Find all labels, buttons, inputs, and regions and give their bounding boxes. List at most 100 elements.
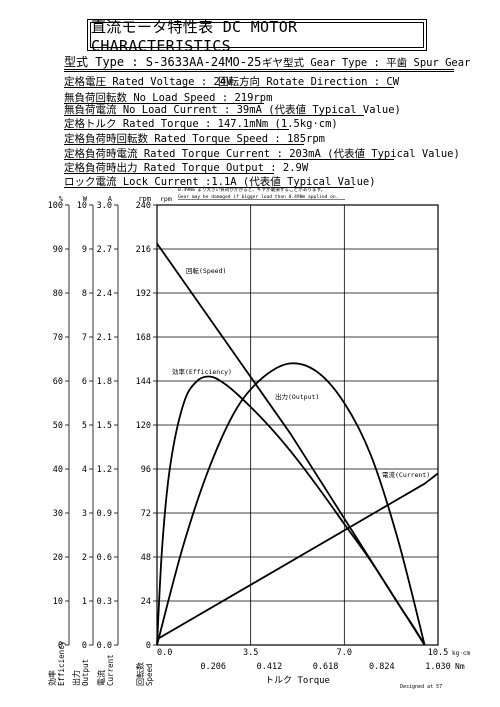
output-tick-label: 1 — [82, 597, 87, 607]
output-tick-label: 5 — [82, 421, 87, 431]
output-tick-label: 2 — [82, 553, 87, 563]
x-tick-label-kgcm: 10.5 — [428, 648, 448, 658]
x-unit-nm: Nm — [455, 662, 465, 671]
current-tick-label: 2.7 — [97, 245, 112, 255]
output-tick-label: 6 — [82, 377, 87, 387]
output-tick-label: 7 — [82, 333, 87, 343]
header-rule — [64, 69, 454, 72]
output-tick-label: 10 — [77, 201, 87, 211]
current-tick-label: 1.5 — [97, 421, 112, 431]
efficiency-tick-label: 90 — [53, 245, 63, 255]
output-series-label: 出力(Output) — [275, 392, 319, 401]
speed-tick-label: 96 — [141, 465, 151, 475]
current-tick-label: 1.8 — [97, 377, 112, 387]
spec-rule — [64, 87, 394, 88]
output-tick-label: 0 — [82, 641, 87, 651]
lock-current: ロック電流 Lock Current :1.1A (代表値 Typical Va… — [64, 176, 376, 188]
current-tick-label: 3.0 — [97, 201, 112, 211]
efficiency-tick-label: 30 — [53, 509, 63, 519]
speed-tick-label: 144 — [136, 377, 151, 387]
current-series-line — [156, 472, 439, 641]
type-line: 型式 Type : S-3633AA-24MO-25 — [64, 55, 262, 69]
output-tick-label: 3 — [82, 509, 87, 519]
current-tick-label: 2.4 — [97, 289, 112, 299]
output-axis-label-en: Output — [81, 659, 90, 686]
speed-tick-label: 24 — [141, 597, 151, 607]
current-tick-label: 2.1 — [97, 333, 112, 343]
speed-tick-label: 72 — [141, 509, 151, 519]
efficiency-series-label: 効率(Efficiency) — [172, 367, 232, 376]
spec-rule — [64, 115, 364, 116]
x-tick-label-nm: 0.206 — [200, 662, 226, 672]
efficiency-tick-label: 40 — [53, 465, 63, 475]
spec-rule — [64, 187, 354, 188]
efficiency-tick-label: 20 — [53, 553, 63, 563]
speed-tick-label: 0 — [146, 641, 151, 651]
rated-torque-output: 定格負荷時出力 Rated Torque Output : 2.9W — [64, 162, 309, 174]
x-tick-label-nm: 1.030 — [425, 662, 451, 672]
efficiency-tick-label: 80 — [53, 289, 63, 299]
efficiency-tick-label: 10 — [53, 597, 63, 607]
speed-unit: rpm — [138, 195, 151, 203]
efficiency-tick-label: 100 — [48, 201, 63, 211]
spec-rule — [64, 129, 289, 130]
speed-tick-label: 216 — [136, 245, 151, 255]
speed-axis-label-jp: 回転数 — [135, 662, 145, 686]
no-load-speed: 無負荷回転数 No Load Speed : 219rpm — [64, 92, 273, 104]
x-tick-label-kgcm: 0.0 — [157, 648, 172, 658]
current-axis-label-en: Current — [106, 654, 115, 686]
rated-voltage: 定格電圧 Rated Voltage : 24V — [64, 76, 233, 88]
output-series-line — [156, 362, 426, 646]
output-unit: W — [83, 195, 88, 203]
speed-tick-label: 48 — [141, 553, 151, 563]
efficiency-axis-label-jp: 効率 — [47, 670, 57, 686]
current-series-label: 電流(Current) — [382, 470, 430, 479]
no-load-current: 無負荷電流 No Load Current : 39mA (代表値 Typica… — [64, 104, 401, 116]
spec-rule — [64, 159, 394, 160]
speed-unit-top: rpm — [160, 195, 172, 203]
x-tick-label-kgcm: 3.5 — [243, 648, 258, 658]
current-unit: A — [108, 195, 113, 203]
output-tick-label: 4 — [82, 465, 87, 475]
efficiency-tick-label: 50 — [53, 421, 63, 431]
speed-tick-label: 192 — [136, 289, 151, 299]
speed-tick-label: 120 — [136, 421, 151, 431]
spec-rule — [64, 103, 264, 104]
gear-warning-jp: 0.49Nm より大きい負荷がかかると、ギヤが破損することがあります。 — [178, 186, 325, 193]
efficiency-tick-label: 0 — [58, 641, 63, 651]
spec-rule — [64, 144, 304, 145]
speed-tick-label: 168 — [136, 333, 151, 343]
output-tick-label: 8 — [82, 289, 87, 299]
x-tick-label-nm: 0.412 — [257, 662, 283, 672]
speed-axis-label-en: Speed — [145, 663, 154, 686]
efficiency-tick-label: 70 — [53, 333, 63, 343]
rated-torque-speed: 定格負荷時回転数 Rated Torque Speed : 185rpm — [64, 133, 326, 145]
x-unit-kgcm: kg·cm — [452, 650, 470, 657]
speed-series-line — [156, 242, 426, 646]
current-tick-label: 0.9 — [97, 509, 112, 519]
efficiency-series-line — [156, 375, 426, 646]
speed-tick-label: 240 — [136, 201, 151, 211]
speed-series-label: 回転(Speed) — [186, 267, 226, 275]
x-tick-label-nm: 0.824 — [369, 662, 395, 672]
rotate-direction: 回転方向 Rotate Direction : CW — [218, 76, 400, 88]
gear-type: ギヤ型式 Gear Type : 平歯 Spur Gear — [262, 57, 471, 69]
designed-by: Designed at 57 — [400, 684, 442, 690]
x-tick-label-nm: 0.618 — [313, 662, 339, 672]
gear-warning-en: Gear may be damaged if bigger load than … — [178, 194, 338, 200]
current-tick-label: 0.6 — [97, 553, 112, 563]
efficiency-tick-label: 60 — [53, 377, 63, 387]
current-tick-label: 1.2 — [97, 465, 112, 475]
rated-torque-current: 定格負荷時電流 Rated Torque Current : 203mA (代表… — [64, 148, 460, 160]
current-axis-label-jp: 電流 — [96, 670, 106, 686]
current-tick-label: 0.0 — [97, 641, 112, 651]
current-tick-label: 0.3 — [97, 597, 112, 607]
rated-torque: 定格トルク Rated Torque : 147.1mNm (1.5kg·cm) — [64, 118, 338, 130]
output-axis-label-jp: 出力 — [71, 670, 81, 686]
x-tick-label-kgcm: 7.0 — [337, 648, 352, 658]
x-axis-title: トルク Torque — [265, 675, 330, 686]
spec-rule — [64, 173, 274, 174]
efficiency-unit: % — [59, 195, 64, 203]
